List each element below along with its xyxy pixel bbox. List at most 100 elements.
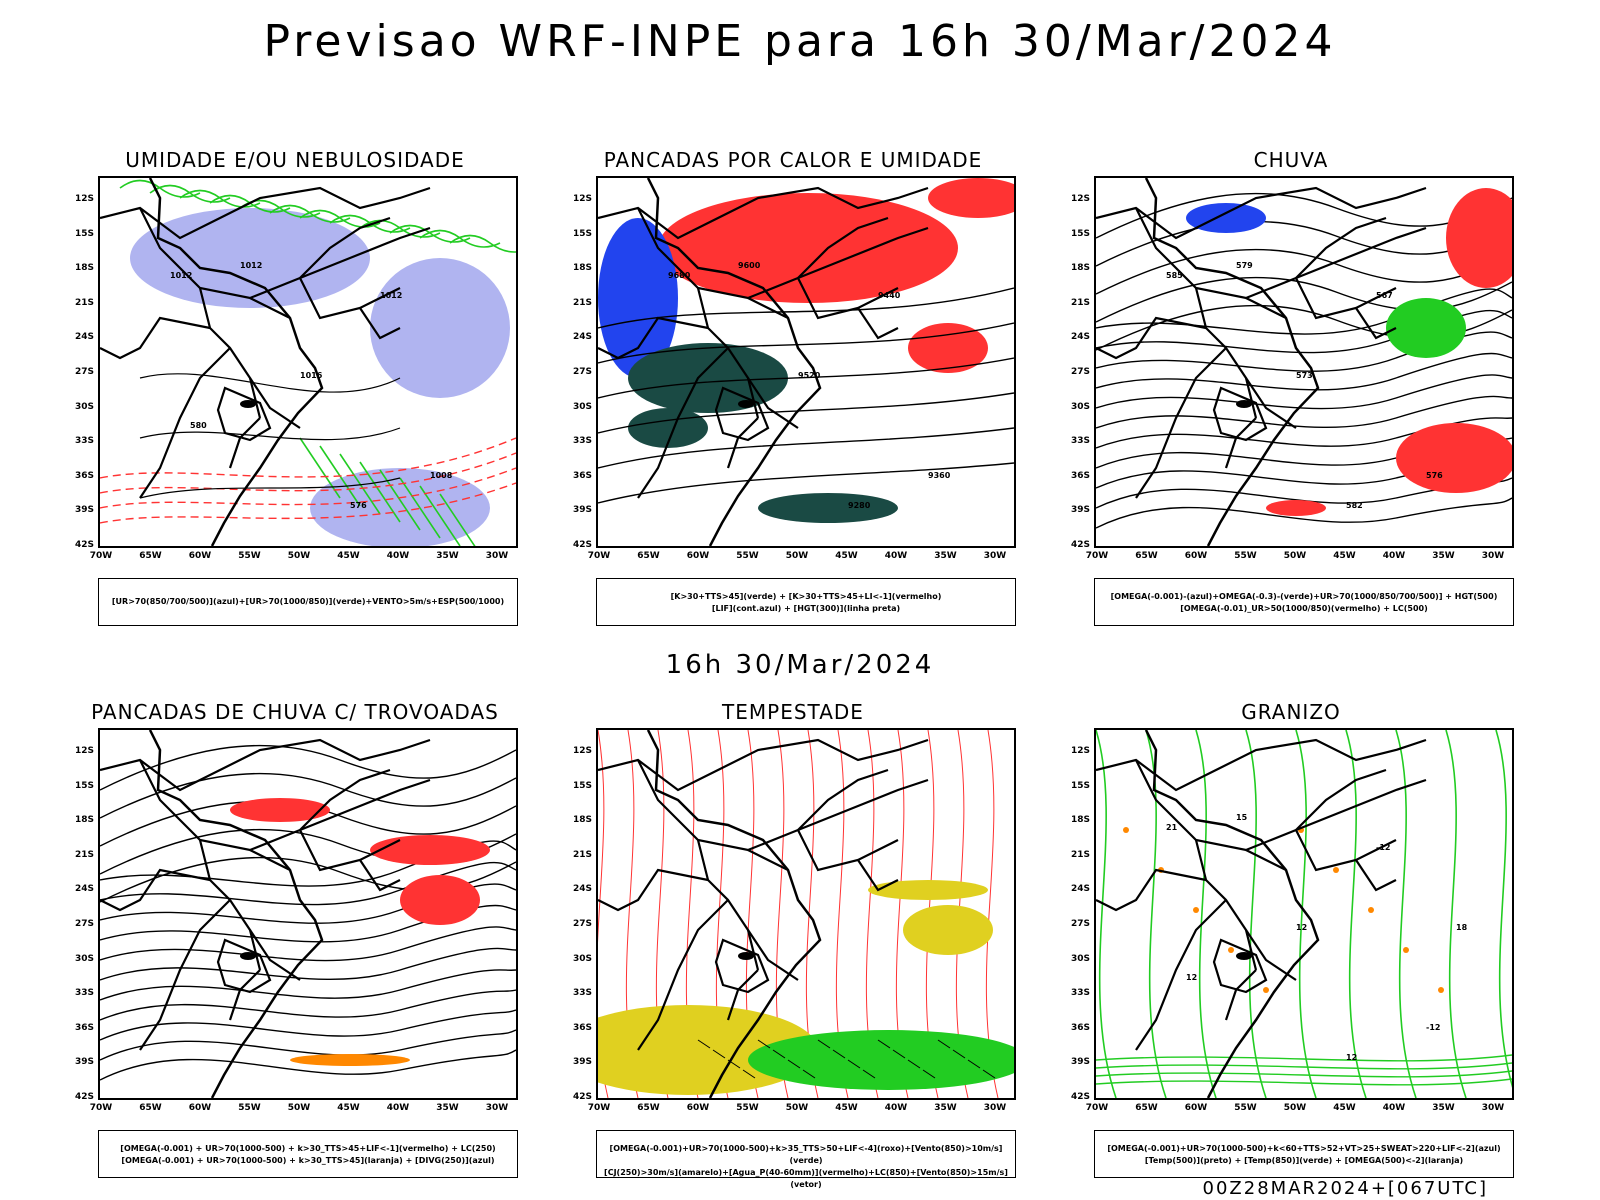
country-border [359, 307, 401, 340]
panel-legend: [OMEGA(-0.001)-(azul)+OMEGA(-0.3)-(verde… [1094, 578, 1514, 626]
country-border [797, 768, 889, 831]
latitude-label: 42S [572, 540, 592, 550]
legend-line: [Temp(500)](preto) + [Temp(850)](verde) … [1144, 1156, 1464, 1165]
geopotential-contour [598, 357, 1014, 399]
longitude-label: 65W [637, 551, 660, 561]
country-border [1295, 216, 1387, 279]
temp-850-contour [1096, 1054, 1512, 1062]
country-border [1135, 759, 1427, 852]
main-title: Previsao WRF-INPE para 16h 30/Mar/2024 [263, 16, 1337, 67]
panel-legend: [UR>70(850/700/500)](azul)+[UR>70(1000/8… [98, 578, 518, 626]
contour-label: 567 [1376, 291, 1393, 300]
panel-title: CHUVA [1253, 148, 1329, 172]
latitude-label: 33S [74, 436, 94, 447]
panel-legend: [OMEGA(-0.001)+UR>70(1000-500)+k<60+TTS>… [1094, 1130, 1514, 1178]
panel-legend: [K>30+TTS>45](verde) + [K>30+TTS>45+LI<-… [596, 578, 1016, 626]
country-border [228, 417, 261, 469]
longitude-label: 45W [835, 1103, 858, 1113]
contour-label: 582 [1346, 501, 1363, 510]
contour-label: 9520 [798, 371, 821, 380]
country-border [1096, 316, 1207, 360]
contour-label: 9600 [738, 261, 761, 270]
streamline [1096, 248, 1512, 295]
legend-line: [LIF](cont.azul) + [HGT(300)](linha pret… [711, 604, 901, 613]
latitude-label: 30S [572, 953, 592, 964]
latitude-label: 42S [74, 1092, 94, 1102]
longitude-label: 45W [835, 551, 858, 561]
country-border [637, 899, 729, 1051]
country-border [249, 929, 301, 981]
country-border [1245, 377, 1297, 429]
longitude-label: 70W [89, 551, 113, 561]
omega-hail-point [1228, 947, 1234, 953]
longitude-label: 70W [89, 1103, 113, 1113]
latitude-label: 15S [572, 228, 592, 239]
omega-hail-point [1368, 907, 1374, 913]
country-border [747, 377, 799, 429]
pressure-contour [139, 373, 401, 393]
latitude-label: 33S [1070, 988, 1090, 999]
contour-label: 579 [1236, 261, 1253, 270]
latitude-label: 30S [1070, 401, 1090, 412]
instability-area [908, 323, 988, 373]
valid-time-title: 16h 30/Mar/2024 [665, 650, 935, 680]
latitude-label: 12S [572, 194, 592, 204]
country-border [100, 186, 431, 240]
latitude-label: 15S [1070, 228, 1090, 239]
thunderstorm-area [290, 1054, 410, 1066]
panel-title: PANCADAS POR CALOR E UMIDADE [603, 148, 983, 172]
longitude-label: 60W [1184, 551, 1208, 561]
panel-hail: GRANIZO 21 15 12 -12 -12 12 12 18 12S 15S 18S 21S 24S… [1071, 700, 1514, 1180]
humidity-mid-level-area [370, 258, 510, 398]
contour-label: 15 [1236, 813, 1248, 822]
country-border [598, 186, 929, 240]
longitude-label: 65W [139, 551, 162, 561]
latitude-label: 30S [74, 953, 94, 964]
country-border [100, 868, 211, 912]
country-border [299, 768, 391, 831]
country-border [1355, 859, 1397, 892]
longitude-label: 65W [637, 1103, 660, 1113]
longitude-label: 30W [485, 551, 509, 561]
latitude-label: 12S [1070, 746, 1090, 756]
legend-line: [OMEGA(-0.001) + UR>70(1000-500) + k>30_… [121, 1156, 495, 1165]
country-border [139, 347, 231, 499]
low-level-humidity-contour [119, 179, 201, 198]
country-border [797, 829, 899, 872]
heat-humidity-area [628, 343, 788, 413]
longitude-label: 50W [1283, 1103, 1307, 1113]
contour-label: 12 [1346, 1053, 1357, 1062]
lifted-index-area [598, 218, 678, 378]
thickness-contour [100, 467, 516, 509]
longitude-label: 45W [337, 1103, 360, 1113]
omega-hail-point [1438, 987, 1444, 993]
wind-vector [712, 1049, 726, 1059]
latitude-label: 36S [74, 470, 94, 481]
country-border [1295, 768, 1387, 831]
latitude-label: 24S [1070, 332, 1090, 343]
map-canvas [598, 730, 1014, 1098]
thickness-contour [100, 437, 516, 479]
legend-line: [UR>70(850/700/500)](azul)+[UR>70(1000/8… [111, 597, 505, 606]
contour-label: 18 [1456, 923, 1468, 932]
panel-thunderstorms: PANCADAS DE CHUVA C/ TROVOADAS 12S 15S 18S 2… [75, 700, 518, 1180]
longitude-label: 55W [736, 551, 759, 561]
contour-label: -12 [1426, 1023, 1440, 1032]
latitude-label: 27S [74, 919, 94, 929]
longitude-label: 40W [1382, 1103, 1406, 1113]
longitude-label: 55W [1234, 551, 1257, 561]
latitude-label: 39S [74, 1057, 94, 1068]
country-border [1355, 307, 1397, 340]
country-border [1224, 417, 1257, 469]
longitude-label: 30W [983, 1103, 1007, 1113]
temp-850-contour [1096, 730, 1117, 1098]
wind-vector [787, 1059, 801, 1069]
longitude-label: 30W [1481, 1103, 1505, 1113]
streamline [1096, 352, 1512, 391]
wind-vector [757, 1039, 771, 1049]
forecast-map: 9680 9600 9520 9440 9360 9280 [596, 176, 1016, 548]
contour-label: 12 [1296, 923, 1307, 932]
latitude-label: 18S [74, 815, 94, 826]
latitude-label: 18S [74, 263, 94, 274]
